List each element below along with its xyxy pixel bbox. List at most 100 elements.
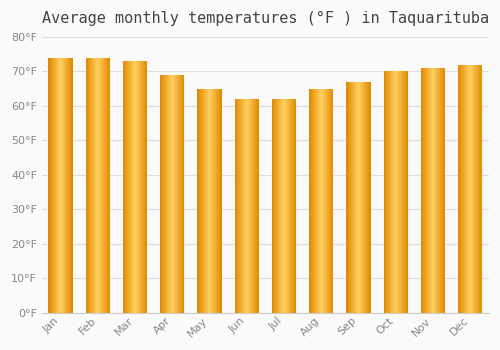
Bar bbox=[436, 68, 438, 313]
Bar bbox=[256, 99, 257, 313]
Bar bbox=[442, 68, 444, 313]
Bar bbox=[141, 61, 142, 313]
Bar bbox=[469, 65, 470, 313]
Bar bbox=[277, 99, 278, 313]
Bar bbox=[90, 58, 91, 313]
Bar bbox=[471, 65, 472, 313]
Bar bbox=[145, 61, 146, 313]
Bar bbox=[355, 82, 356, 313]
Bar bbox=[163, 75, 164, 313]
Bar bbox=[462, 65, 463, 313]
Bar bbox=[142, 61, 143, 313]
Bar bbox=[253, 99, 254, 313]
Bar bbox=[52, 58, 54, 313]
Bar bbox=[210, 89, 211, 313]
Bar bbox=[463, 65, 464, 313]
Bar bbox=[93, 58, 94, 313]
Bar bbox=[137, 61, 138, 313]
Bar bbox=[290, 99, 292, 313]
Bar bbox=[427, 68, 428, 313]
Bar bbox=[314, 89, 315, 313]
Bar bbox=[167, 75, 168, 313]
Bar bbox=[218, 89, 219, 313]
Bar bbox=[287, 99, 288, 313]
Bar bbox=[352, 82, 353, 313]
Bar bbox=[51, 58, 52, 313]
Bar bbox=[254, 99, 256, 313]
Bar bbox=[393, 71, 394, 313]
Bar bbox=[388, 71, 389, 313]
Bar bbox=[63, 58, 64, 313]
Bar bbox=[348, 82, 349, 313]
Bar bbox=[65, 58, 66, 313]
Bar bbox=[475, 65, 476, 313]
Bar bbox=[207, 89, 208, 313]
Title: Average monthly temperatures (°F ) in Taquarituba: Average monthly temperatures (°F ) in Ta… bbox=[42, 11, 489, 26]
Bar bbox=[441, 68, 442, 313]
Bar bbox=[430, 68, 431, 313]
Bar bbox=[405, 71, 406, 313]
Bar bbox=[311, 89, 312, 313]
Bar bbox=[278, 99, 279, 313]
Bar bbox=[173, 75, 174, 313]
Bar bbox=[176, 75, 177, 313]
Bar bbox=[58, 58, 59, 313]
Bar bbox=[440, 68, 441, 313]
Bar bbox=[318, 89, 319, 313]
Bar bbox=[144, 61, 145, 313]
Bar bbox=[284, 99, 286, 313]
Bar bbox=[397, 71, 398, 313]
Bar bbox=[385, 71, 386, 313]
Bar bbox=[179, 75, 180, 313]
Bar bbox=[361, 82, 362, 313]
Bar bbox=[183, 75, 184, 313]
Bar bbox=[89, 58, 90, 313]
Bar bbox=[219, 89, 220, 313]
Bar bbox=[394, 71, 395, 313]
Bar bbox=[88, 58, 89, 313]
Bar bbox=[68, 58, 69, 313]
Bar bbox=[328, 89, 329, 313]
Bar bbox=[429, 68, 430, 313]
Bar bbox=[363, 82, 364, 313]
Bar bbox=[201, 89, 202, 313]
Bar bbox=[286, 99, 287, 313]
Bar bbox=[91, 58, 92, 313]
Bar bbox=[246, 99, 247, 313]
Bar bbox=[108, 58, 110, 313]
Bar bbox=[180, 75, 181, 313]
Bar bbox=[356, 82, 358, 313]
Bar bbox=[50, 58, 51, 313]
Bar bbox=[57, 58, 58, 313]
Bar bbox=[104, 58, 105, 313]
Bar bbox=[126, 61, 127, 313]
Bar bbox=[49, 58, 50, 313]
Bar bbox=[211, 89, 212, 313]
Bar bbox=[433, 68, 434, 313]
Bar bbox=[402, 71, 403, 313]
Bar bbox=[60, 58, 61, 313]
Bar bbox=[391, 71, 392, 313]
Bar bbox=[249, 99, 250, 313]
Bar bbox=[162, 75, 163, 313]
Bar bbox=[481, 65, 482, 313]
Bar bbox=[325, 89, 326, 313]
Bar bbox=[282, 99, 283, 313]
Bar bbox=[426, 68, 427, 313]
Bar bbox=[439, 68, 440, 313]
Bar bbox=[403, 71, 404, 313]
Bar bbox=[435, 68, 436, 313]
Bar bbox=[276, 99, 277, 313]
Bar bbox=[319, 89, 320, 313]
Bar bbox=[392, 71, 393, 313]
Bar bbox=[347, 82, 348, 313]
Bar bbox=[171, 75, 172, 313]
Bar bbox=[217, 89, 218, 313]
Bar bbox=[96, 58, 97, 313]
Bar bbox=[316, 89, 317, 313]
Bar bbox=[324, 89, 325, 313]
Bar bbox=[101, 58, 102, 313]
Bar bbox=[477, 65, 478, 313]
Bar bbox=[458, 65, 459, 313]
Bar bbox=[245, 99, 246, 313]
